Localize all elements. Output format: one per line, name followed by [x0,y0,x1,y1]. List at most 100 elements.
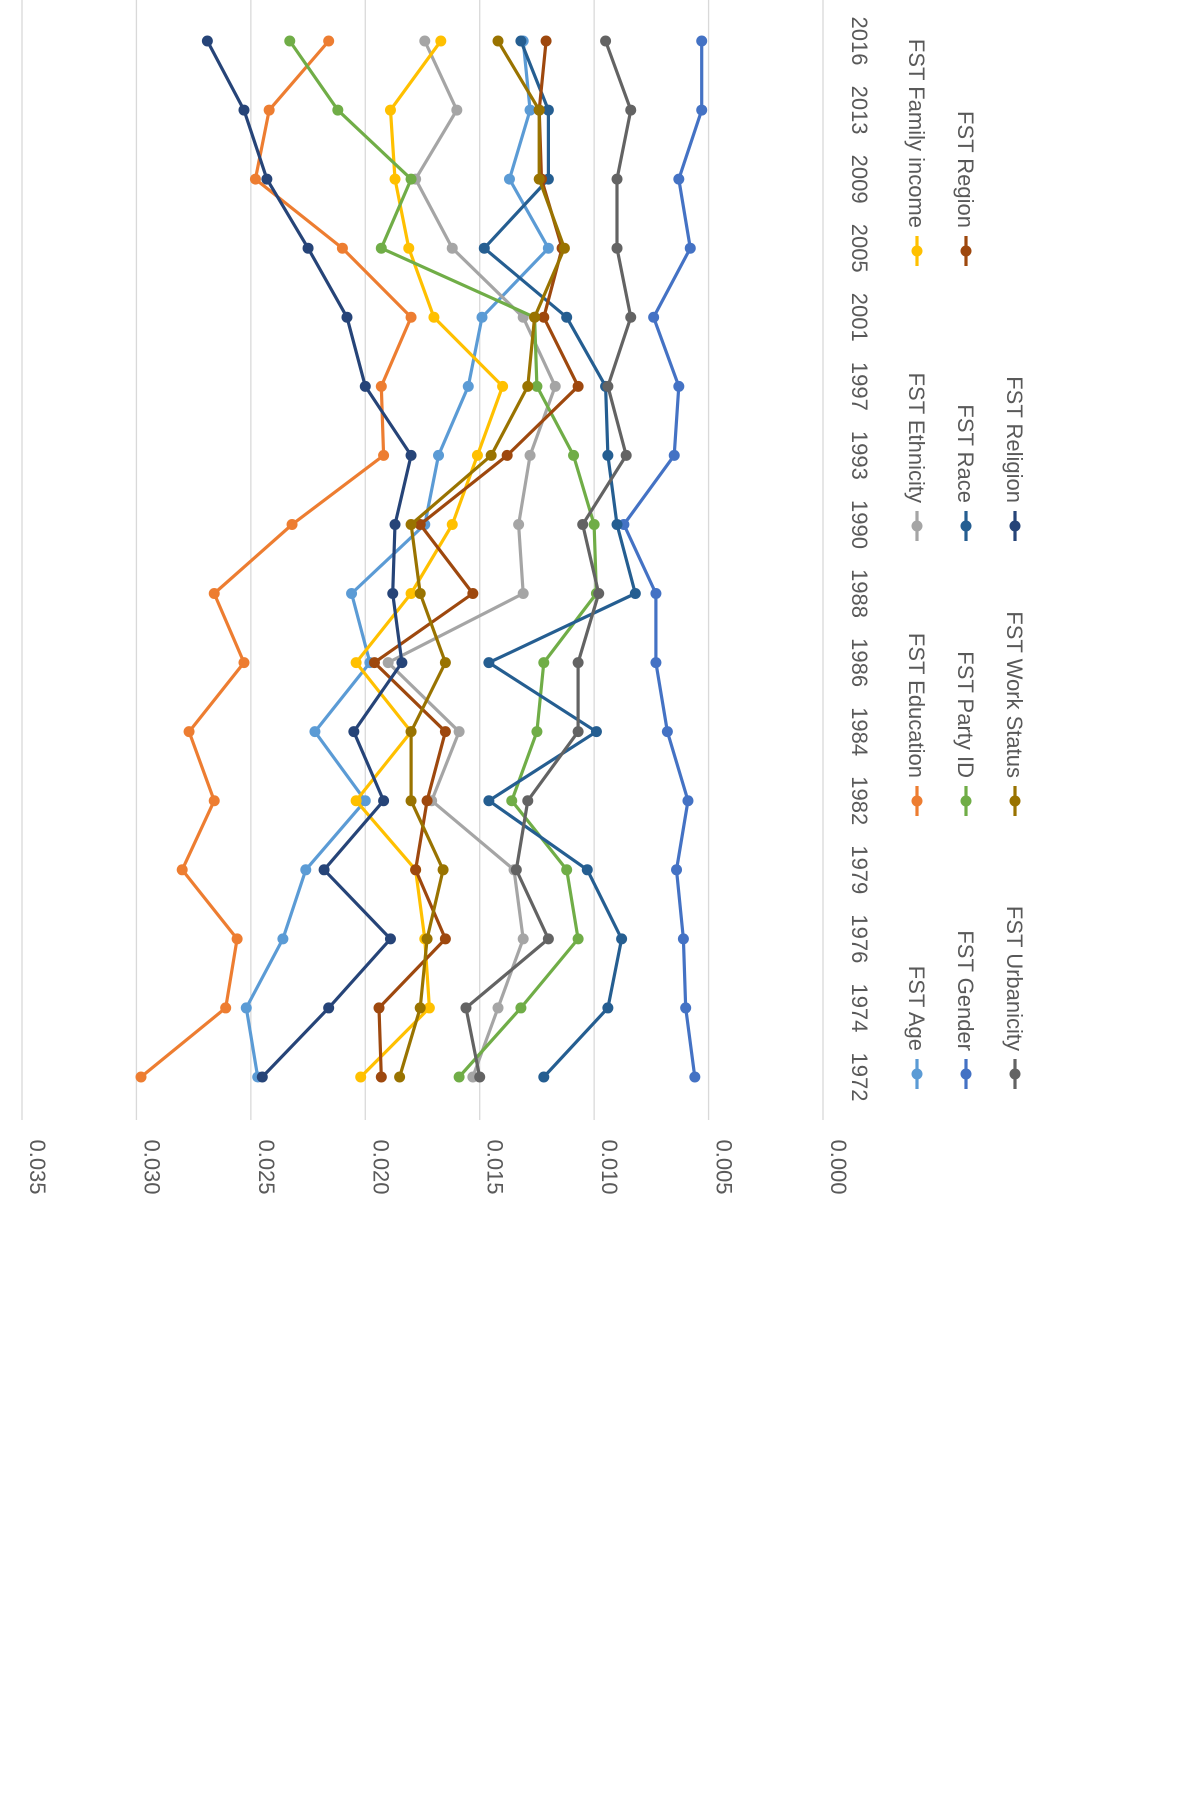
data-point [359,380,371,392]
data-point [403,242,415,254]
data-point [439,726,451,738]
legend-entry: FST Party ID [953,651,978,816]
series-line [464,40,633,1078]
x-tick-label: 1982 [847,776,872,825]
data-point [510,864,522,876]
y-tick-label: 0.030 [139,1139,164,1194]
y-tick-label: 0.010 [597,1139,622,1194]
data-point [359,795,371,807]
data-point [590,726,602,738]
data-point [542,933,554,945]
legend-label: FST Religion [1002,376,1027,503]
x-tick-label: 1972 [847,1053,872,1102]
data-point [414,1002,426,1014]
data-point [405,588,417,600]
data-point [284,35,296,47]
data-point [471,449,483,461]
legend-swatch-marker [960,1068,972,1080]
series-line [482,40,637,1079]
data-point [506,795,518,807]
data-point [581,864,593,876]
data-point [696,104,708,116]
data-point [501,449,513,461]
series-fst-urbanicity [460,35,637,1083]
legend-entry: FST Region [953,111,978,266]
data-point [428,311,440,323]
data-point [414,518,426,530]
data-point [572,380,584,392]
data-point [533,104,545,116]
data-point [462,380,474,392]
data-point [531,726,543,738]
data-point [682,795,694,807]
x-tick-label: 1976 [847,914,872,963]
x-tick-label: 1997 [847,362,872,411]
data-point [405,726,417,738]
data-point [389,518,401,530]
data-point [382,657,394,669]
data-point [485,449,497,461]
data-point [629,588,641,600]
data-point [323,1002,335,1014]
series-fst-region [368,35,584,1083]
data-point [439,657,451,669]
data-point [201,35,213,47]
data-point [375,242,387,254]
data-point [492,35,504,47]
series-fst-work-status [394,35,570,1083]
legend-label: FST Gender [953,930,978,1051]
data-point [405,795,417,807]
data-point [231,933,243,945]
legend-swatch-marker [911,520,923,532]
x-axis-tick-labels: 1972 1974 1976 1979 1982 1984 1986 1988 1990 1993… [847,17,872,1102]
y-tick-label: 0.015 [483,1139,508,1194]
data-point [460,1002,472,1014]
data-point [533,173,545,185]
data-point [208,588,220,600]
y-axis-tick-labels: 0.000 0.005 0.010 0.015 0.020 0.025 0.030 0.035 [25,1139,851,1194]
legend-label: FST Age [904,966,929,1051]
data-point [602,449,614,461]
data-point [524,104,536,116]
data-point [483,657,495,669]
data-point [208,795,220,807]
data-point [332,104,344,116]
data-point [680,1002,692,1014]
legend-label: FST Urbanicity [1002,906,1027,1051]
data-point [451,104,463,116]
data-point [183,726,195,738]
y-tick-label: 0.035 [25,1139,50,1194]
data-point [405,518,417,530]
data-point [384,933,396,945]
data-point [492,1002,504,1014]
data-point [568,449,580,461]
data-point [513,518,525,530]
data-point [668,449,680,461]
y-tick-label: 0.025 [254,1139,279,1194]
data-point [648,311,660,323]
data-point [616,933,628,945]
data-point [336,242,348,254]
data-point [341,311,353,323]
data-point [558,242,570,254]
series-line [354,40,505,1079]
data-point [421,933,433,945]
data-point [538,657,550,669]
data-point [673,173,685,185]
x-tick-label: 2001 [847,293,872,342]
data-point [561,864,573,876]
data-point [453,1071,465,1083]
data-point [561,311,573,323]
data-point [375,380,387,392]
legend-swatch-marker [1009,795,1021,807]
data-point [531,380,543,392]
data-point [421,795,433,807]
data-point [387,588,399,600]
data-point [602,380,614,392]
legend-entry: FST Gender [953,930,978,1089]
data-point [405,173,417,185]
data-point [542,242,554,254]
legend-label: FST Family income [904,39,929,228]
data-point [439,933,451,945]
x-tick-label: 1990 [847,500,872,549]
